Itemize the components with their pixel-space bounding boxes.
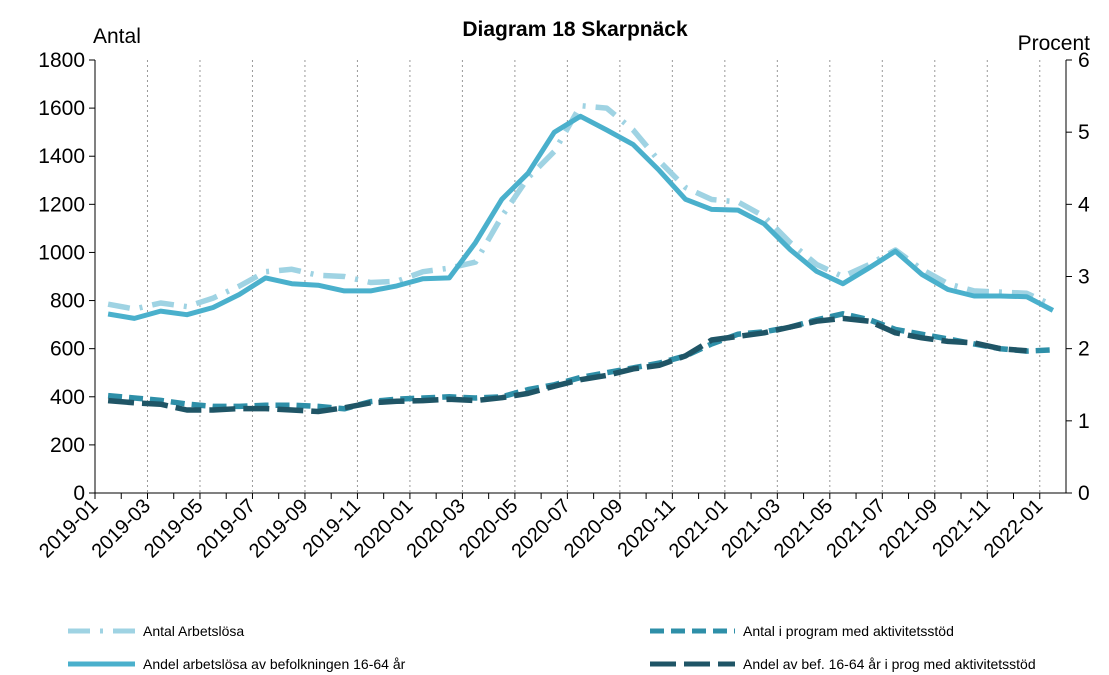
- y2-axis-label: Procent: [1018, 32, 1091, 55]
- legend-label: Antal i program med aktivitetsstöd: [743, 623, 954, 639]
- legend-label: Andel av bef. 16-64 år i prog med aktivi…: [743, 656, 1036, 672]
- y-tick-label: 1600: [38, 97, 85, 120]
- y-tick-label: 600: [50, 338, 85, 361]
- legend-label: Andel arbetslösa av befolkningen 16-64 å…: [143, 656, 406, 672]
- y2-tick-label: 3: [1078, 266, 1090, 289]
- series-line: [107, 102, 1055, 312]
- y-axis-label: Antal: [93, 25, 141, 48]
- y-tick-label: 800: [50, 290, 85, 313]
- y2-tick-label: 4: [1078, 193, 1090, 216]
- y2-tick-label: 2: [1078, 338, 1090, 361]
- chart-title: Diagram 18 Skarpnäck: [462, 18, 688, 41]
- y-tick-label: 1200: [38, 193, 85, 216]
- x-tick-label: 2021-09: [875, 495, 942, 562]
- y2-tick-label: 5: [1078, 121, 1090, 144]
- x-tick-label: 2019-09: [245, 495, 312, 562]
- y-tick-label: 1000: [38, 241, 85, 264]
- legend-label: Antal Arbetslösa: [143, 623, 244, 639]
- y2-tick-label: 1: [1078, 410, 1090, 433]
- y-tick-label: 1800: [38, 49, 85, 72]
- y-tick-label: 400: [50, 386, 85, 409]
- y2-tick-label: 0: [1078, 482, 1090, 505]
- x-tick-label: 2022-01: [980, 495, 1047, 562]
- y-tick-label: 0: [73, 482, 85, 505]
- x-tick-label: 2020-09: [560, 495, 627, 562]
- series-line: [107, 113, 1055, 321]
- series-line: [107, 315, 1027, 415]
- y-tick-label: 200: [50, 434, 85, 457]
- y2-tick-label: 6: [1078, 49, 1090, 72]
- y-tick-label: 1400: [38, 145, 85, 168]
- series-line: [107, 311, 1054, 412]
